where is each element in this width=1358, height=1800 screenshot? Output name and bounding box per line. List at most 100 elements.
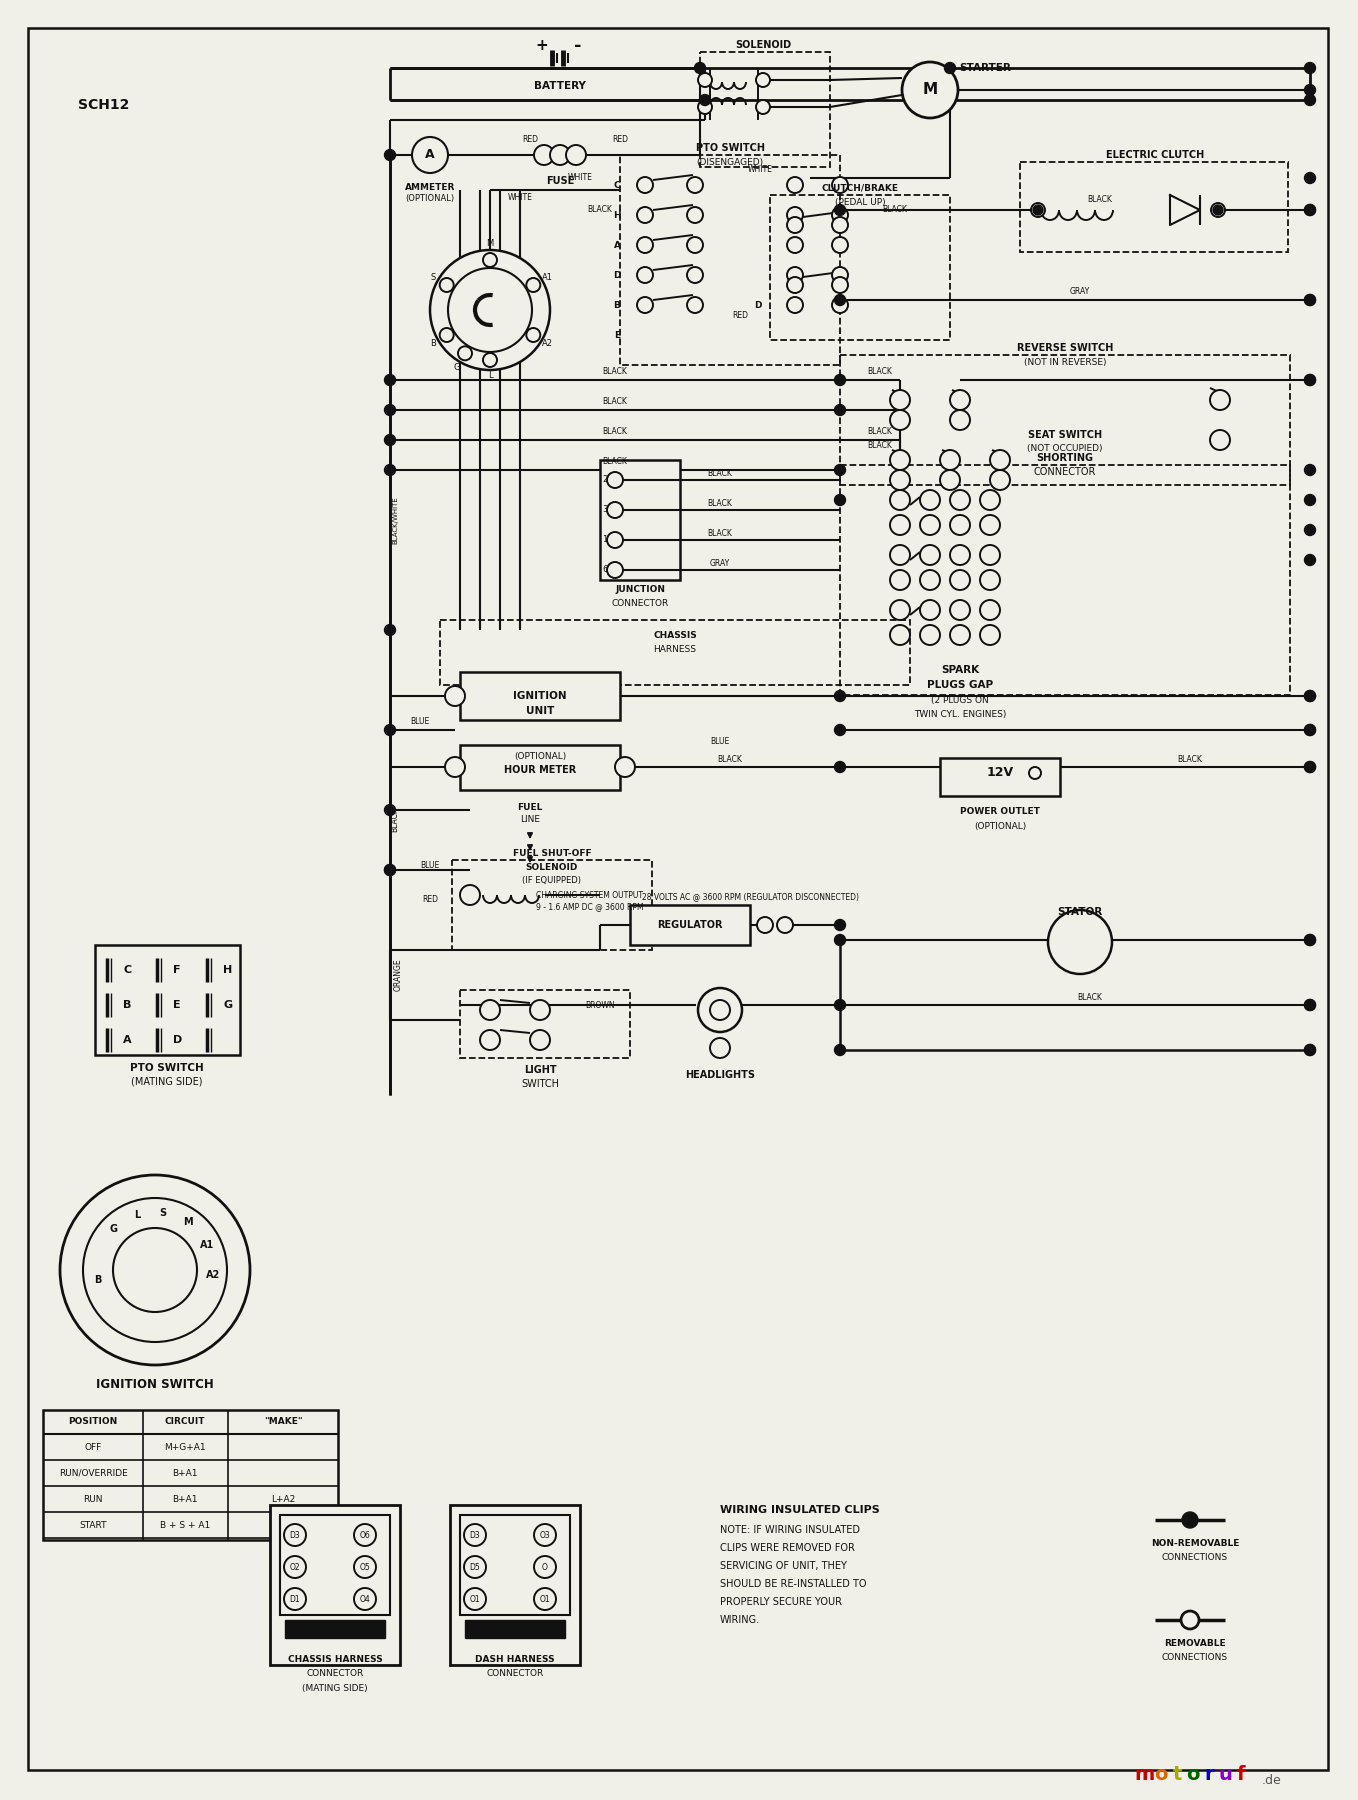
Text: H: H: [223, 965, 232, 976]
Circle shape: [835, 761, 846, 772]
Text: START: START: [79, 1521, 107, 1530]
Circle shape: [284, 1588, 306, 1609]
Circle shape: [607, 502, 623, 518]
Text: 2: 2: [603, 475, 607, 484]
Text: FUEL: FUEL: [517, 803, 543, 812]
Circle shape: [460, 886, 479, 905]
Text: NOTE: IF WIRING INSULATED: NOTE: IF WIRING INSULATED: [720, 1525, 860, 1535]
Bar: [285, 1620, 386, 1638]
Circle shape: [777, 916, 793, 932]
Text: o: o: [1154, 1766, 1168, 1784]
Bar: [1020, 162, 1287, 252]
Bar: [464, 1620, 565, 1638]
Circle shape: [1210, 430, 1230, 450]
Text: D3: D3: [470, 1530, 481, 1539]
Text: LIGHT: LIGHT: [524, 1066, 557, 1075]
Circle shape: [1305, 63, 1316, 74]
Text: M: M: [486, 239, 493, 248]
Circle shape: [1048, 911, 1112, 974]
Circle shape: [1305, 495, 1316, 506]
Text: RED: RED: [732, 310, 748, 320]
Circle shape: [530, 1001, 550, 1021]
Text: NON-REMOVABLE: NON-REMOVABLE: [1150, 1539, 1240, 1548]
Circle shape: [699, 94, 710, 106]
Text: CIRCUIT: CIRCUIT: [164, 1418, 205, 1426]
Bar: [440, 619, 910, 686]
Text: CONNECTOR: CONNECTOR: [486, 1670, 543, 1678]
Text: M: M: [183, 1217, 193, 1228]
Circle shape: [951, 625, 970, 644]
Text: BLACK: BLACK: [603, 396, 627, 405]
Circle shape: [919, 571, 940, 590]
Text: u: u: [1218, 1766, 1232, 1784]
Text: RED: RED: [612, 135, 627, 144]
Circle shape: [788, 266, 803, 283]
Circle shape: [835, 691, 846, 702]
Text: H: H: [614, 211, 621, 220]
Circle shape: [464, 1588, 486, 1609]
Text: SEAT SWITCH: SEAT SWITCH: [1028, 430, 1103, 439]
Text: (2 PLUGS ON: (2 PLUGS ON: [932, 695, 989, 704]
Text: 6: 6: [603, 565, 607, 574]
Circle shape: [687, 297, 703, 313]
Text: SOLENOID: SOLENOID: [526, 862, 579, 871]
Text: "MAKE": "MAKE": [263, 1418, 303, 1426]
Text: RED: RED: [521, 135, 538, 144]
Text: CHASSIS HARNESS: CHASSIS HARNESS: [288, 1656, 383, 1665]
Text: A1: A1: [201, 1240, 215, 1251]
Text: BLACK: BLACK: [883, 205, 907, 214]
Circle shape: [980, 599, 999, 619]
Circle shape: [919, 490, 940, 509]
Text: S: S: [159, 1208, 167, 1217]
Circle shape: [534, 1588, 555, 1609]
Circle shape: [1031, 203, 1046, 218]
Circle shape: [710, 1001, 731, 1021]
Circle shape: [113, 1228, 197, 1312]
Circle shape: [1305, 1044, 1316, 1055]
Circle shape: [1029, 767, 1042, 779]
Text: E: E: [172, 1001, 181, 1010]
Text: BLACK: BLACK: [717, 754, 743, 763]
Text: PTO SWITCH: PTO SWITCH: [695, 142, 765, 153]
Circle shape: [384, 625, 395, 635]
Circle shape: [1305, 554, 1316, 565]
Circle shape: [990, 470, 1010, 490]
Text: IGNITION SWITCH: IGNITION SWITCH: [96, 1379, 213, 1391]
Circle shape: [756, 101, 770, 113]
Text: BLACK: BLACK: [868, 428, 892, 437]
Circle shape: [550, 146, 570, 166]
Text: t: t: [1172, 1766, 1181, 1784]
Text: RUN/OVERRIDE: RUN/OVERRIDE: [58, 1469, 128, 1478]
Circle shape: [1305, 761, 1316, 772]
Text: o: o: [1187, 1766, 1199, 1784]
Circle shape: [1305, 999, 1316, 1010]
Text: BLACK: BLACK: [708, 529, 732, 538]
Text: BLACK: BLACK: [603, 427, 627, 436]
Text: G: G: [223, 1001, 232, 1010]
Text: O1: O1: [470, 1595, 481, 1604]
Text: ORANGE: ORANGE: [394, 959, 402, 992]
Text: BLUE: BLUE: [421, 860, 440, 869]
Text: SWITCH: SWITCH: [521, 1078, 559, 1089]
Circle shape: [980, 625, 999, 644]
Circle shape: [835, 374, 846, 385]
Bar: [621, 155, 841, 365]
Circle shape: [835, 205, 846, 216]
Circle shape: [951, 490, 970, 509]
Circle shape: [788, 277, 803, 293]
Text: BLACK: BLACK: [1077, 992, 1103, 1001]
Text: 28 VOLTS AC @ 3600 RPM (REGULATOR DISCONNECTED): 28 VOLTS AC @ 3600 RPM (REGULATOR DISCON…: [641, 893, 858, 902]
Text: C: C: [124, 965, 132, 976]
Circle shape: [832, 238, 847, 254]
Circle shape: [384, 434, 395, 446]
Circle shape: [1210, 391, 1230, 410]
Circle shape: [1211, 203, 1225, 218]
Text: O1: O1: [539, 1595, 550, 1604]
Text: BLUE: BLUE: [410, 718, 429, 727]
Text: LINE: LINE: [520, 815, 540, 824]
Text: REMOVABLE: REMOVABLE: [1164, 1640, 1226, 1649]
Circle shape: [1305, 94, 1316, 106]
Text: L: L: [134, 1210, 140, 1220]
Text: HARNESS: HARNESS: [653, 646, 697, 655]
Text: UNIT: UNIT: [526, 706, 554, 716]
